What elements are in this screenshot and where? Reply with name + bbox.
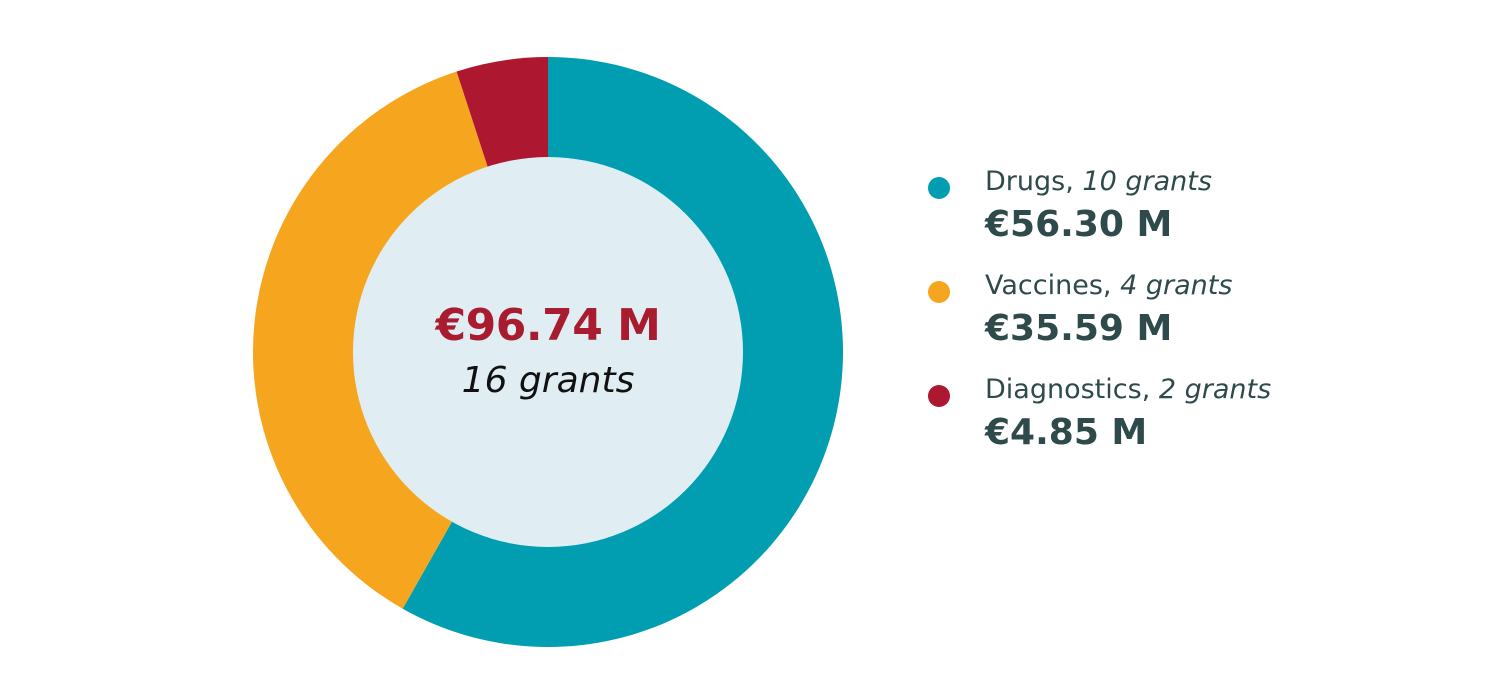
legend-grants: 10 grants: [1082, 166, 1212, 197]
legend-label: Diagnostics: [985, 374, 1142, 405]
donut-center: [353, 157, 743, 547]
legend-marker-drugs: [928, 177, 950, 199]
legend-grants: 4 grants: [1120, 270, 1233, 301]
legend-grants: 2 grants: [1158, 374, 1272, 405]
legend-label-line: Drugs, 10 grants: [985, 166, 1212, 197]
legend-label-line: Diagnostics, 2 grants: [985, 374, 1272, 405]
center-total: €96.74 M: [435, 300, 661, 351]
legend-label-line: Vaccines, 4 grants: [985, 270, 1233, 301]
center-grants: 16 grants: [461, 360, 635, 401]
legend-marker-vaccines: [928, 281, 950, 303]
legend-label: Vaccines: [985, 270, 1103, 301]
legend-value: €35.59 M: [985, 308, 1173, 349]
legend-value: €56.30 M: [985, 204, 1173, 245]
legend-label: Drugs: [985, 166, 1066, 197]
legend-value: €4.85 M: [985, 412, 1148, 453]
legend-marker-diagnostics: [928, 385, 950, 407]
